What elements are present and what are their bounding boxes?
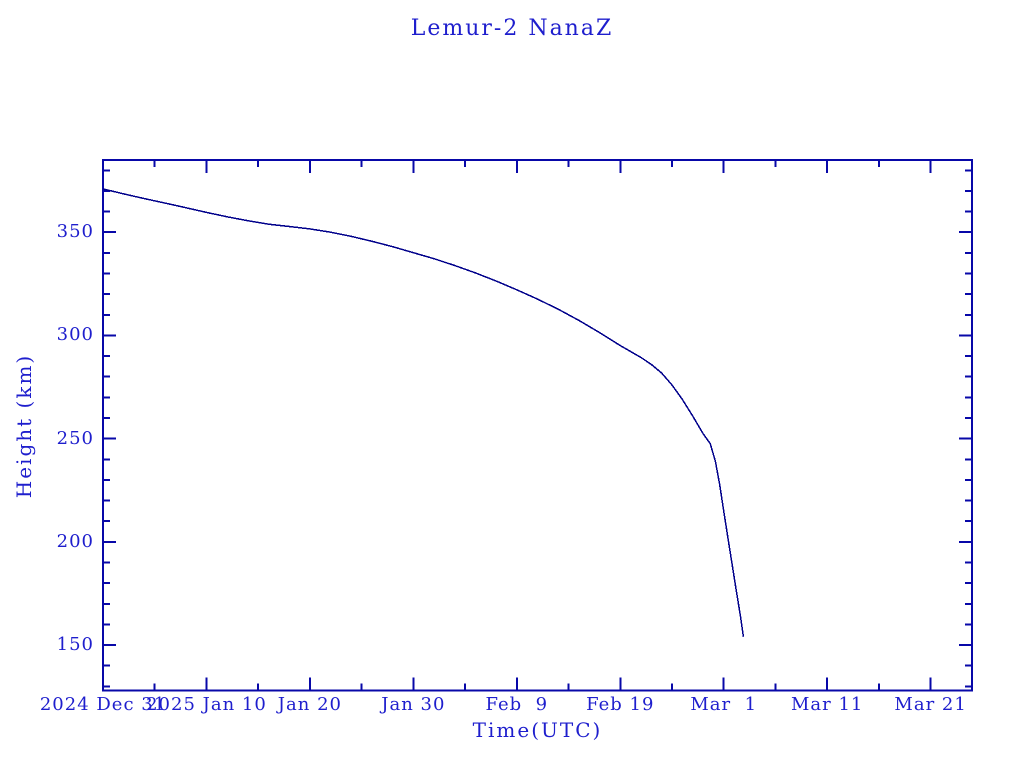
x-tick-label: Jan 20 [277, 694, 342, 715]
y-tick-label: 250 [56, 427, 94, 449]
x-tick-label: Mar 11 [790, 694, 864, 715]
x-tick-label: 2024 Dec 31 [39, 694, 167, 715]
plot-frame [102, 159, 973, 692]
x-tick-label: Feb 19 [586, 694, 655, 715]
y-tick-label: 200 [56, 530, 94, 552]
x-tick-label: Jan 30 [381, 694, 446, 715]
height-decay-curve [102, 188, 745, 637]
y-tick-label: 300 [56, 324, 94, 346]
y-tick-label: 150 [56, 634, 94, 656]
chart-title: Lemur-2 NanaZ [410, 16, 614, 41]
x-tick-label: Mar 1 [690, 694, 758, 715]
x-tick-label: Feb 9 [485, 694, 549, 715]
x-tick-label: 2025 Jan 10 [146, 694, 267, 715]
x-tick-label: Mar 21 [894, 694, 967, 715]
x-axis-title: Time(UTC) [472, 718, 603, 742]
y-tick-label: 350 [56, 221, 94, 243]
